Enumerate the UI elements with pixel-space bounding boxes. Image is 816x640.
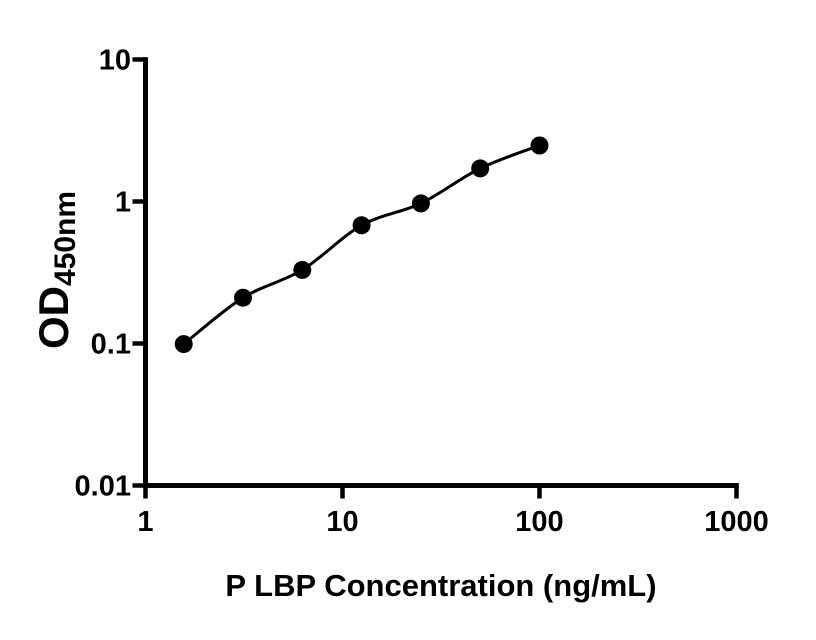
x-tick-label: 1 bbox=[137, 506, 153, 538]
y-axis-title: OD450nm bbox=[30, 191, 82, 349]
data-point bbox=[234, 288, 252, 307]
y-tick-label: 0.01 bbox=[75, 471, 131, 503]
x-axis-title: P LBP Concentration (ng/mL) bbox=[225, 568, 656, 603]
y-axis-title-main: OD bbox=[30, 286, 77, 349]
series-layer bbox=[174, 136, 549, 354]
x-tick-label: 1000 bbox=[704, 506, 769, 538]
standard-curve-line bbox=[182, 144, 541, 346]
data-point bbox=[174, 335, 193, 354]
data-point bbox=[411, 194, 430, 213]
data-point bbox=[293, 260, 312, 279]
x-tick-label: 10 bbox=[326, 506, 358, 538]
data-point bbox=[352, 216, 371, 235]
y-tick-label: 0.1 bbox=[91, 329, 131, 361]
data-point bbox=[530, 136, 549, 155]
y-axis-title-subscript: 450nm bbox=[49, 191, 82, 286]
y-tick-label: 1 bbox=[115, 187, 131, 219]
x-tick-label: 100 bbox=[515, 506, 563, 538]
y-tick-label: 10 bbox=[99, 45, 131, 77]
data-point bbox=[471, 159, 490, 178]
